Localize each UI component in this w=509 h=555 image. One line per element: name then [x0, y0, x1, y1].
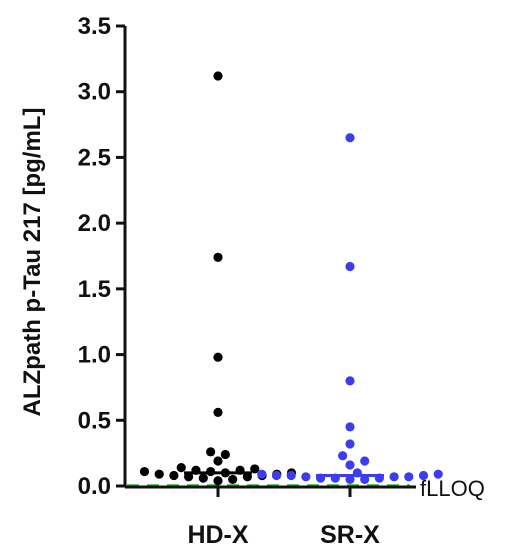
y-tick-label: 0.0	[78, 473, 111, 500]
data-point	[433, 469, 443, 479]
data-point	[250, 464, 260, 474]
data-point	[198, 473, 208, 483]
data-point	[213, 456, 223, 466]
data-point	[213, 352, 223, 362]
data-point	[213, 252, 223, 262]
y-tick-label: 2.0	[78, 210, 111, 237]
x-tick-label: HD-X	[187, 521, 248, 549]
data-point	[213, 407, 223, 417]
data-point	[345, 439, 355, 449]
y-axis: 0.0 0.5 1.0 1.5 2.0 2.5 3.0 3.5	[78, 13, 127, 500]
data-point	[139, 466, 150, 477]
data-point	[345, 474, 355, 485]
data-point	[389, 472, 399, 482]
data-point	[345, 460, 355, 470]
data-point	[257, 469, 267, 479]
data-point	[154, 469, 164, 479]
data-point	[345, 261, 355, 272]
data-point	[360, 456, 370, 466]
data-point	[418, 470, 429, 481]
data-point	[220, 449, 230, 460]
data-point	[271, 470, 282, 481]
x-tick-label: SR-X	[320, 521, 380, 549]
y-tick-label: 3.0	[78, 79, 111, 106]
data-point	[404, 472, 414, 482]
data-point	[338, 451, 348, 461]
data-point	[213, 476, 223, 486]
y-tick-label: 1.0	[78, 342, 111, 369]
y-axis-title: ALZpath p-Tau 217 [pg/mL]	[19, 108, 46, 417]
y-tick-label: 0.5	[78, 407, 111, 434]
data-point	[345, 376, 355, 386]
x-axis: HD-X SR-X	[125, 485, 416, 549]
data-point	[184, 472, 194, 482]
y-tick-label: 1.5	[78, 276, 111, 303]
data-points	[139, 71, 443, 486]
data-point	[176, 463, 186, 473]
data-point	[286, 470, 296, 481]
y-tick-label: 2.5	[78, 144, 111, 171]
data-point	[301, 472, 311, 482]
data-point	[242, 472, 252, 482]
data-point	[169, 470, 179, 481]
data-point	[213, 71, 223, 81]
data-point	[228, 474, 238, 485]
data-point	[206, 447, 216, 457]
data-point	[360, 474, 370, 485]
y-tick-label: 3.5	[78, 13, 111, 40]
data-point	[345, 422, 355, 432]
data-point	[345, 133, 355, 143]
reference-line-label: fLLOQ	[420, 476, 485, 501]
